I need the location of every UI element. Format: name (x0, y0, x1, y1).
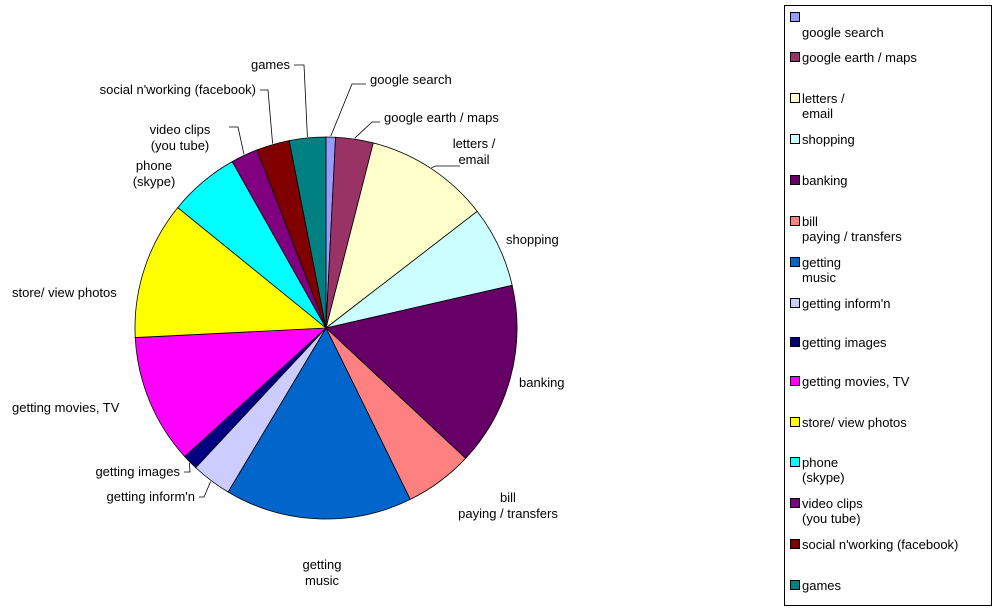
legend-entry: store/ view photos (790, 415, 989, 430)
legend-entry: getting inform'n (790, 296, 989, 311)
slice-label: video clips (you tube) (150, 122, 211, 153)
legend-swatch (790, 93, 800, 103)
slice-label: getting movies, TV (12, 400, 120, 415)
legend-swatch (790, 134, 800, 144)
legend-swatch (790, 52, 800, 62)
legend-entry: games (790, 578, 989, 593)
slice-label: phone (skype) (133, 158, 176, 189)
slice-label: shopping (506, 232, 559, 247)
legend-label: getting movies, TV (802, 374, 910, 389)
legend-entry: bill paying / transfers (790, 214, 989, 244)
pie-chart: google search google earth / maps letters … (12, 57, 565, 588)
legend-entry: getting music (790, 255, 989, 285)
slice-label: getting music (302, 557, 341, 588)
legend-entry: getting movies, TV (790, 374, 989, 389)
legend-entry: getting images (790, 335, 989, 350)
pie-slice (325, 284, 518, 459)
legend-entry: shopping (790, 132, 989, 147)
legend-label: video clips (you tube) (802, 496, 863, 526)
leader-line (199, 481, 211, 498)
legend-entry: google search (790, 10, 989, 40)
legend-entry: phone (skype) (790, 455, 989, 485)
slice-label: bill paying / transfers (458, 490, 558, 521)
leader-line (260, 89, 273, 144)
pie-slice (288, 136, 327, 329)
slice-label: google search (370, 72, 452, 87)
legend-entry: banking (790, 173, 989, 188)
legend-entry: letters / email (790, 91, 989, 121)
leader-line (354, 121, 380, 139)
legend-swatch (790, 298, 800, 308)
slice-label: getting images (95, 464, 180, 479)
legend-label: bill paying / transfers (802, 214, 902, 244)
slice-label: letters / email (453, 136, 496, 167)
leader-line (184, 462, 191, 473)
slice-label: getting inform'n (107, 489, 195, 504)
legend-entry: google earth / maps (790, 50, 989, 65)
legend: google search google earth / maps letters … (784, 5, 992, 606)
legend-swatch (790, 457, 800, 467)
legend-label: getting inform'n (802, 296, 891, 311)
legend-swatch (790, 498, 800, 508)
legend-swatch (790, 175, 800, 185)
legend-label: getting images (802, 335, 887, 350)
legend-swatch (790, 216, 800, 226)
legend-label: getting music (802, 255, 842, 285)
leader-line (330, 83, 366, 137)
slice-label: social n'working (facebook) (100, 82, 256, 97)
slice-label: games (251, 57, 291, 72)
legend-swatch (790, 12, 800, 22)
slice-label: store/ view photos (12, 285, 117, 300)
pie-slice (227, 327, 411, 520)
slice-label: google earth / maps (384, 110, 499, 125)
legend-entry: video clips (you tube) (790, 496, 989, 526)
legend-swatch (790, 539, 800, 549)
legend-swatch (790, 417, 800, 427)
legend-label: shopping (802, 132, 855, 147)
legend-swatch (790, 257, 800, 267)
leader-line (229, 126, 245, 155)
legend-label: google search (802, 25, 884, 40)
pie-slices (134, 136, 518, 520)
leader-lines (184, 64, 460, 498)
legend-swatch (790, 376, 800, 386)
legend-label: social n'working (facebook) (802, 537, 959, 552)
pie-slice (134, 327, 328, 458)
pie-slice (325, 142, 478, 330)
legend-label: google earth / maps (802, 50, 917, 65)
slice-labels: google search google earth / maps letters … (12, 57, 565, 588)
legend-label: games (802, 578, 842, 593)
legend-label: store/ view photos (802, 415, 907, 430)
legend-swatch (790, 580, 800, 590)
leader-line (294, 64, 308, 137)
slice-label: banking (519, 375, 565, 390)
legend-swatch (790, 337, 800, 347)
pie-slice (134, 207, 328, 338)
legend-entry: social n'working (facebook) (790, 537, 989, 552)
legend-label: phone (skype) (802, 455, 845, 485)
legend-label: letters / email (802, 91, 845, 121)
legend-label: banking (802, 173, 848, 188)
leader-line (431, 165, 460, 168)
